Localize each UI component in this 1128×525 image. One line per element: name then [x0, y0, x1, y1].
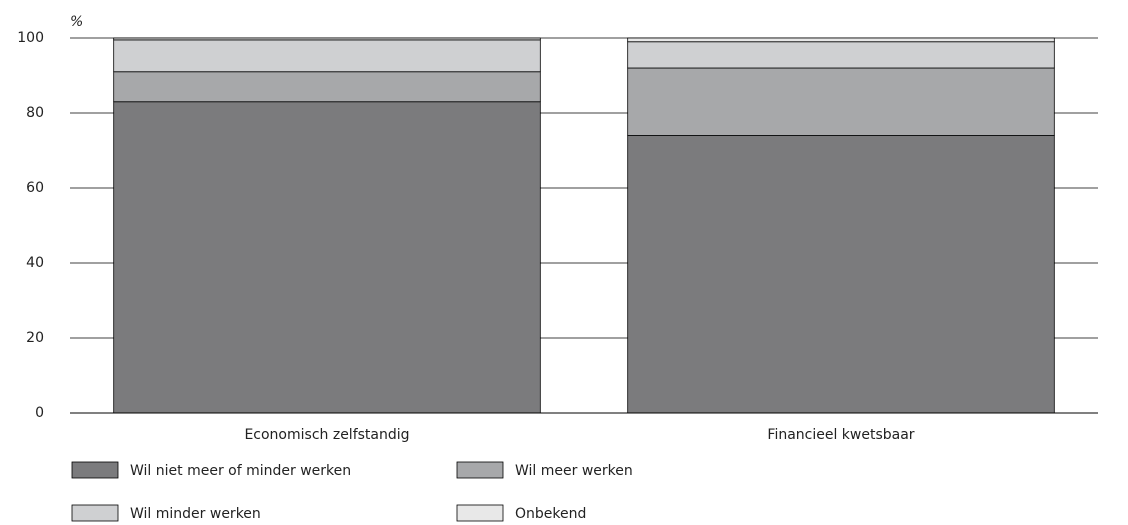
legend-label: Onbekend [515, 506, 586, 522]
bar-segment [113, 39, 541, 73]
y-tick-label: 40 [26, 255, 44, 271]
bar-segment [627, 67, 1055, 136]
legend-swatch [456, 461, 504, 479]
y-tick-label: 80 [26, 105, 44, 121]
y-axis-label: % [70, 14, 83, 30]
y-tick-label: 0 [35, 405, 44, 421]
bar-segment [627, 135, 1055, 414]
x-tick-label: Economisch zelfstandig [244, 427, 409, 443]
bar-segment [627, 41, 1055, 69]
legend-label: Wil minder werken [130, 506, 261, 522]
x-tick-label: Financieel kwetsbaar [767, 427, 914, 443]
y-tick-label: 60 [26, 180, 44, 196]
bar-segment [113, 71, 541, 103]
legend-swatch [71, 461, 119, 479]
legend-label: Wil meer werken [515, 463, 633, 479]
bar-segment [627, 37, 1055, 43]
y-tick-label: 100 [17, 30, 44, 46]
legend-swatch [456, 504, 504, 522]
legend-swatch [71, 504, 119, 522]
legend-label: Wil niet meer of minder werken [130, 463, 351, 479]
bar-segment [113, 37, 541, 41]
bar-segment [113, 101, 541, 414]
y-tick-label: 20 [26, 330, 44, 346]
